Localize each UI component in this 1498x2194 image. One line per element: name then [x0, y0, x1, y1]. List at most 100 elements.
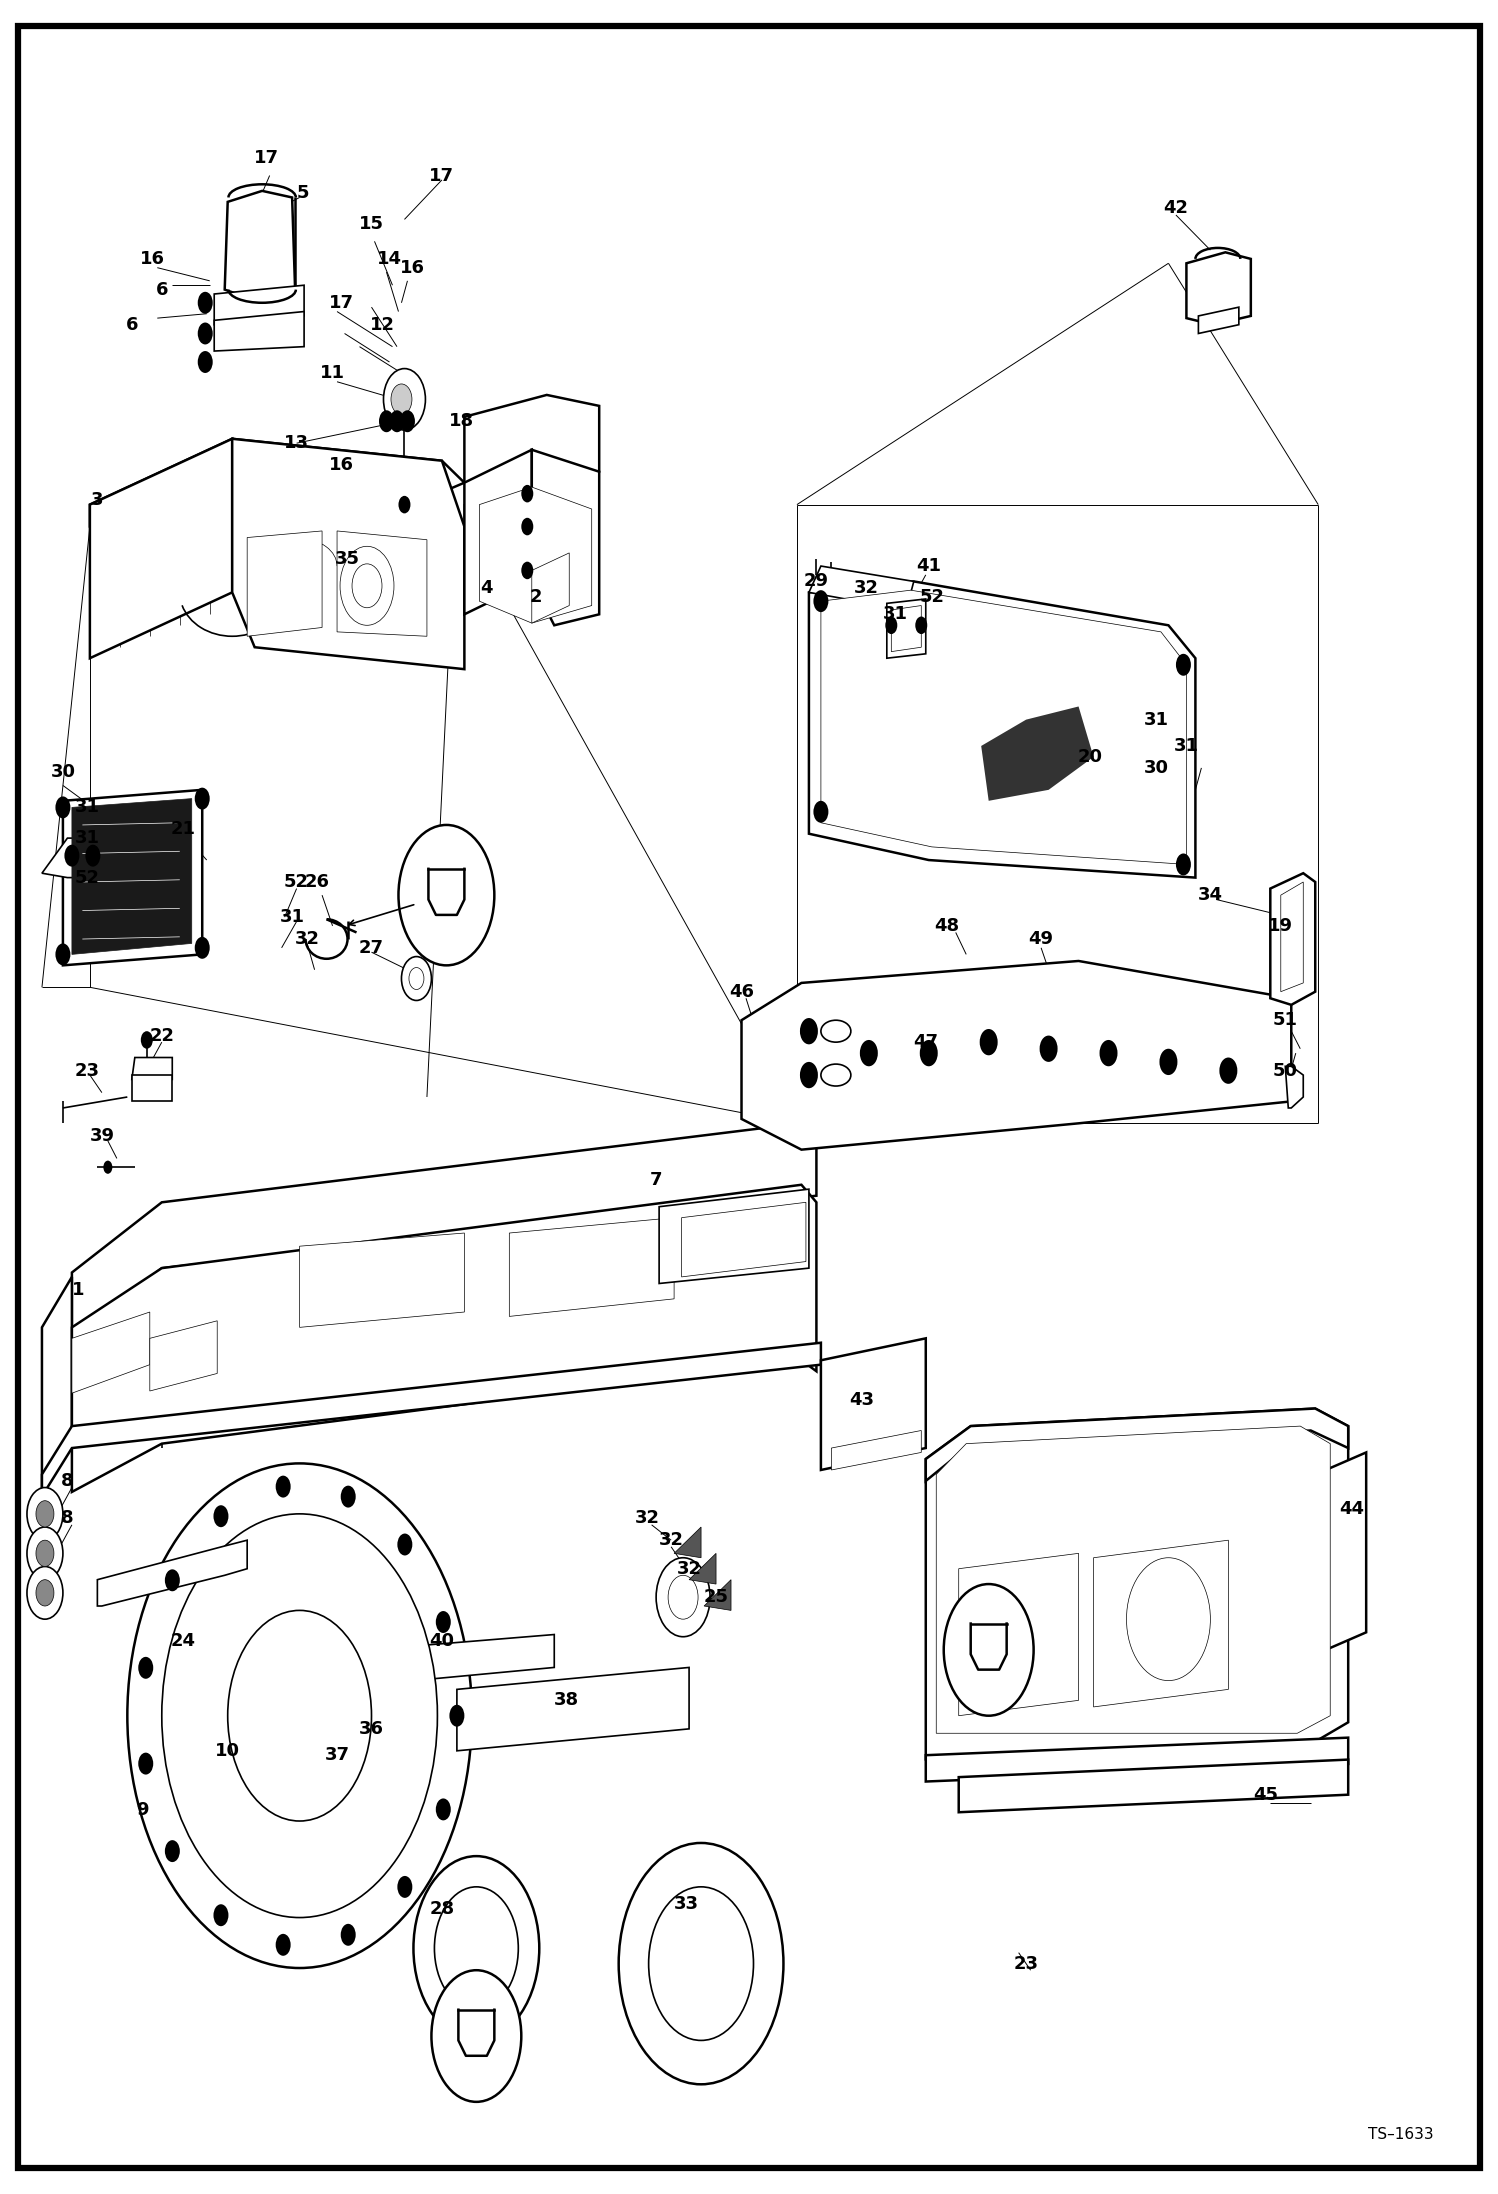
Text: 48: 48 — [935, 917, 959, 935]
Text: 31: 31 — [280, 908, 304, 926]
Text: 49: 49 — [1029, 930, 1053, 948]
Text: 30: 30 — [51, 764, 75, 781]
Text: 8: 8 — [61, 1472, 73, 1490]
Text: 36: 36 — [360, 1720, 383, 1738]
Circle shape — [619, 1843, 783, 2084]
Circle shape — [141, 1031, 153, 1049]
Polygon shape — [689, 1553, 716, 1584]
Polygon shape — [214, 285, 304, 325]
Polygon shape — [887, 599, 926, 658]
Circle shape — [521, 518, 533, 535]
Text: 27: 27 — [360, 939, 383, 957]
Polygon shape — [247, 531, 322, 636]
Text: 13: 13 — [285, 434, 309, 452]
Circle shape — [27, 1527, 63, 1580]
Text: 2: 2 — [530, 588, 542, 606]
Polygon shape — [959, 1760, 1348, 1812]
Text: 31: 31 — [1174, 737, 1198, 755]
Circle shape — [85, 845, 100, 867]
Circle shape — [340, 546, 394, 625]
Polygon shape — [342, 1716, 372, 1755]
Circle shape — [920, 1040, 938, 1066]
Circle shape — [521, 485, 533, 502]
Polygon shape — [72, 1312, 150, 1393]
Polygon shape — [809, 566, 914, 610]
Circle shape — [36, 1540, 54, 1567]
Circle shape — [813, 801, 828, 823]
Circle shape — [980, 1029, 998, 1055]
Circle shape — [449, 1705, 464, 1727]
Text: 34: 34 — [1198, 886, 1222, 904]
Text: 25: 25 — [704, 1588, 728, 1606]
Circle shape — [379, 410, 394, 432]
Polygon shape — [682, 1202, 806, 1277]
Polygon shape — [132, 1058, 172, 1079]
Polygon shape — [479, 487, 592, 623]
Polygon shape — [300, 1233, 464, 1327]
Polygon shape — [132, 1075, 172, 1101]
Circle shape — [1100, 1040, 1118, 1066]
Circle shape — [1176, 654, 1191, 676]
Circle shape — [391, 384, 412, 415]
Text: 4: 4 — [481, 579, 493, 597]
Text: 17: 17 — [330, 294, 354, 312]
Text: 29: 29 — [804, 573, 828, 590]
Text: 45: 45 — [1254, 1786, 1278, 1803]
Text: 46: 46 — [730, 983, 753, 1000]
Polygon shape — [1094, 1540, 1228, 1707]
Text: 16: 16 — [141, 250, 165, 268]
Circle shape — [228, 1610, 372, 1821]
Circle shape — [389, 410, 404, 432]
Text: 44: 44 — [1339, 1501, 1363, 1518]
Polygon shape — [926, 1738, 1348, 1782]
Polygon shape — [891, 606, 921, 652]
Polygon shape — [337, 531, 427, 636]
Circle shape — [138, 1656, 153, 1678]
Polygon shape — [926, 1409, 1348, 1766]
Circle shape — [138, 1753, 153, 1775]
Circle shape — [431, 1970, 521, 2102]
Circle shape — [55, 943, 70, 965]
Polygon shape — [981, 706, 1094, 801]
Circle shape — [127, 1463, 472, 1968]
Circle shape — [649, 1887, 753, 2040]
Text: TS–1633: TS–1633 — [1368, 2128, 1434, 2141]
Polygon shape — [821, 590, 1186, 864]
Circle shape — [198, 323, 213, 344]
Polygon shape — [72, 1185, 816, 1492]
Circle shape — [27, 1567, 63, 1619]
Circle shape — [813, 590, 828, 612]
Polygon shape — [90, 439, 232, 658]
Text: 20: 20 — [1079, 748, 1103, 766]
Text: 32: 32 — [677, 1560, 701, 1577]
Circle shape — [521, 562, 533, 579]
Polygon shape — [1186, 252, 1251, 325]
Text: 3: 3 — [91, 491, 103, 509]
Text: 8: 8 — [61, 1509, 73, 1527]
Polygon shape — [936, 1426, 1330, 1733]
Text: 19: 19 — [1269, 917, 1293, 935]
Circle shape — [400, 410, 415, 432]
Circle shape — [397, 1876, 412, 1898]
Text: 32: 32 — [854, 579, 878, 597]
Circle shape — [340, 1485, 355, 1507]
Polygon shape — [42, 838, 97, 878]
Circle shape — [398, 496, 410, 513]
Circle shape — [1159, 1049, 1177, 1075]
Circle shape — [401, 957, 431, 1000]
Circle shape — [413, 1856, 539, 2040]
Circle shape — [1219, 1058, 1237, 1084]
Polygon shape — [63, 790, 202, 965]
Polygon shape — [704, 1580, 731, 1610]
Circle shape — [398, 825, 494, 965]
Circle shape — [409, 968, 424, 989]
Circle shape — [656, 1558, 710, 1637]
Text: 32: 32 — [295, 930, 319, 948]
Circle shape — [276, 1933, 291, 1955]
Text: 30: 30 — [1144, 759, 1168, 777]
Circle shape — [195, 788, 210, 810]
Polygon shape — [42, 1277, 72, 1492]
Polygon shape — [1281, 882, 1303, 992]
Text: 26: 26 — [306, 873, 330, 891]
Circle shape — [800, 1062, 818, 1088]
